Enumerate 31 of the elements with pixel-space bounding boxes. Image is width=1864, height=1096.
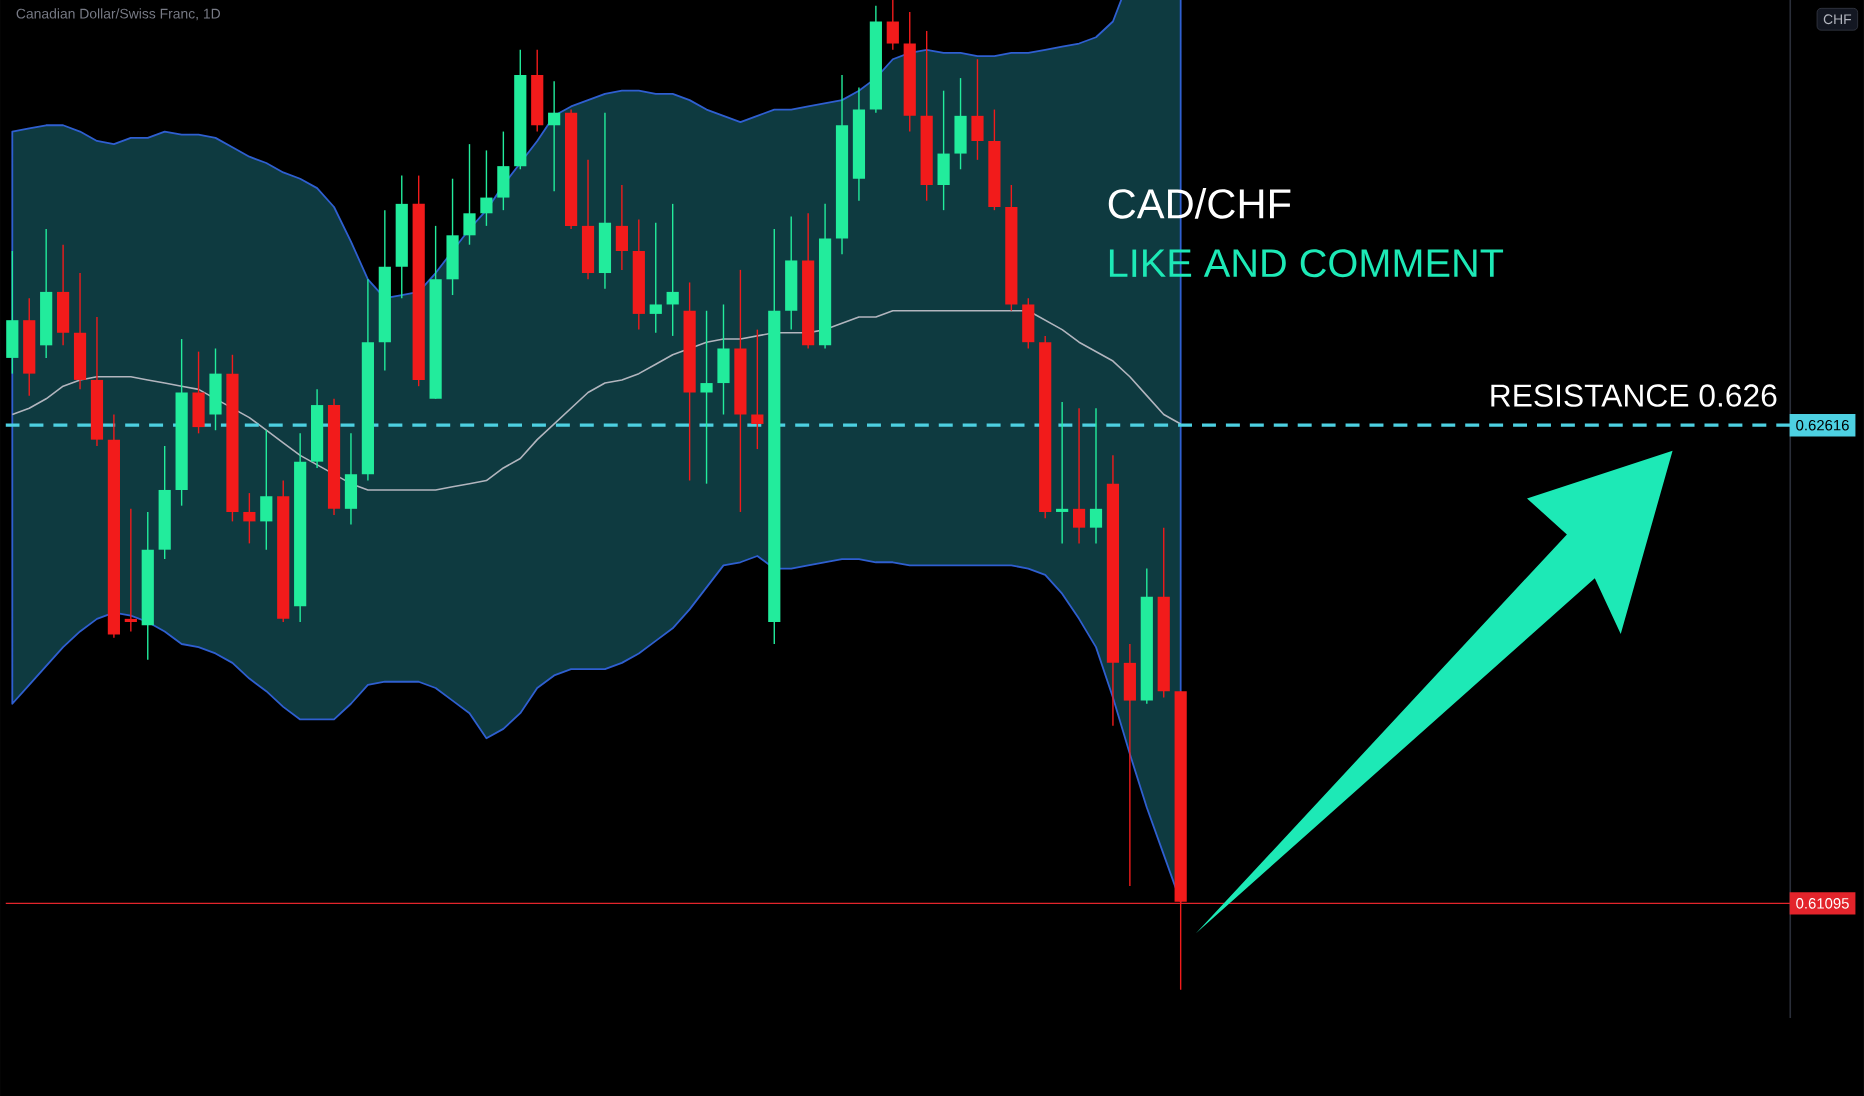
- candlestick: [954, 77, 967, 170]
- candlestick: [1056, 400, 1069, 544]
- candlestick: [463, 143, 476, 246]
- candlestick: [971, 58, 984, 161]
- candlestick: [6, 249, 19, 374]
- candlestick: [649, 221, 662, 334]
- candlestick: [937, 89, 950, 211]
- candlestick: [73, 271, 87, 390]
- candlestick: [446, 177, 459, 296]
- candlestick: [192, 350, 205, 434]
- candlestick: [1022, 297, 1035, 349]
- candlestick: [751, 328, 764, 450]
- candlestick: [480, 149, 493, 227]
- candlestick: [666, 202, 679, 337]
- candlestick: [615, 183, 628, 271]
- candlestick: [581, 158, 595, 280]
- candlestick: [344, 432, 358, 525]
- candlestick: [57, 243, 70, 346]
- candlestick: [260, 429, 273, 551]
- annotation: RESISTANCE 0.626: [1491, 384, 1777, 407]
- candlestick: [209, 347, 222, 431]
- candlestick: [497, 130, 510, 211]
- candlestick: [1089, 407, 1103, 544]
- candlestick: [1072, 407, 1086, 544]
- candlestick: [1123, 642, 1136, 887]
- candlestick: [548, 80, 561, 192]
- candlestick: [700, 309, 713, 485]
- candlestick: [717, 303, 730, 415]
- candlestick: [886, 0, 899, 51]
- candlestick: [243, 492, 256, 544]
- candlestick: [124, 507, 137, 632]
